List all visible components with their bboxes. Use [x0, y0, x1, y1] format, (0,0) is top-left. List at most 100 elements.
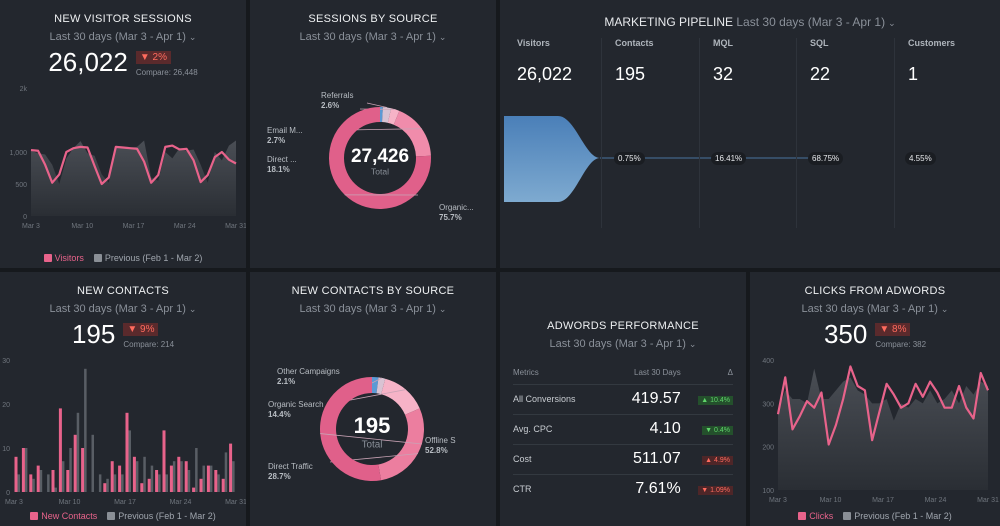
checkbox-icon: [30, 512, 39, 520]
delta-badge: ▼ 9%: [123, 323, 159, 336]
slice-percent: 52.8%: [425, 446, 448, 455]
y-tick-label: 10: [2, 446, 10, 453]
date-range-dropdown[interactable]: Last 30 days (Mar 3 - Apr 1) ⌄: [500, 338, 746, 350]
previous-bar: [224, 452, 228, 492]
x-tick-label: Mar 31: [225, 499, 246, 506]
x-tick-label: Mar 10: [59, 499, 81, 506]
chevron-down-icon: ⌄: [438, 32, 447, 42]
slice-label: Direct ...: [267, 155, 297, 164]
date-range-dropdown[interactable]: Last 30 days (Mar 3 - Apr 1) ⌄: [750, 303, 1000, 315]
metrics-table: Metrics Last 30 Days Δ All Conversions 419.…: [513, 362, 733, 504]
current-bar: [81, 448, 85, 492]
donut-slice: [382, 107, 392, 123]
previous-bar: [69, 448, 72, 492]
previous-bar: [61, 461, 65, 492]
widget-title: ADWORDS PERFORMANCE: [547, 320, 699, 332]
donut-total-label: Total: [362, 439, 383, 450]
new-visitor-sessions-widget: NEW VISITOR SESSIONS Last 30 days (Mar 3…: [0, 0, 246, 268]
x-tick-label: Mar 31: [225, 223, 246, 230]
x-tick-label: Mar 10: [820, 497, 842, 504]
current-bar: [155, 470, 159, 492]
delta-badge: ▲ 4.9%: [702, 455, 733, 465]
current-bar: [51, 470, 55, 492]
legend-visitors[interactable]: Visitors: [43, 253, 84, 263]
stage-value: 195: [615, 64, 646, 84]
adwords-performance-widget: ADWORDS PERFORMANCE Last 30 days (Mar 3 …: [500, 272, 746, 526]
previous-series-area: [31, 140, 236, 216]
y-tick-label: 300: [762, 401, 774, 408]
legend-new-contacts[interactable]: New Contacts: [30, 511, 97, 521]
date-range-label: Last 30 days (Mar 3 - Apr 1): [549, 338, 686, 350]
current-series-line: [30, 144, 237, 186]
visitor-sessions-chart: 0 500 1,000 2k Mar 3 Mar 10 Mar 17 Mar 24 Mar 31: [9, 86, 246, 230]
y-tick-label: 2k: [20, 86, 28, 93]
previous-bar: [158, 474, 161, 492]
previous-bar: [128, 430, 131, 492]
delta-badge: ▼ 1.09%: [698, 485, 733, 495]
current-bar: [147, 478, 151, 492]
legend-previous[interactable]: Previous (Feb 1 - Mar 2): [93, 253, 203, 263]
date-range-dropdown[interactable]: Last 30 days (Mar 3 - Apr 1) ⌄: [736, 15, 895, 29]
current-bar: [14, 456, 18, 492]
donut-slice: [381, 378, 420, 415]
y-tick-label: 0: [6, 490, 10, 497]
legend-previous[interactable]: Previous (Feb 1 - Mar 2): [107, 511, 216, 521]
x-tick-label: Mar 3: [22, 223, 40, 230]
metric-value: 419.57: [607, 384, 681, 415]
y-tick-label: 0: [23, 214, 27, 221]
current-bar: [192, 487, 196, 492]
compare-value: Compare: 382: [875, 340, 927, 349]
label-leader-line: [339, 389, 406, 403]
date-range-dropdown[interactable]: Last 30 days (Mar 3 - Apr 1) ⌄: [250, 31, 496, 43]
previous-series-area: [778, 368, 988, 490]
date-range-label: Last 30 days (Mar 3 - Apr 1): [801, 303, 938, 315]
widget-title: MARKETING PIPELINE: [604, 15, 734, 29]
current-bar: [229, 443, 233, 492]
stage-label: SQL: [810, 38, 829, 48]
legend-clicks[interactable]: Clicks: [798, 511, 833, 521]
current-bar: [29, 474, 33, 492]
checkbox-icon: [93, 254, 102, 262]
legend-label: Previous (Feb 1 - Mar 2): [104, 253, 203, 263]
donut-slice: [376, 377, 386, 395]
conversion-rate: 16.41%: [711, 152, 747, 165]
delta-badge: ▼ 0.4%: [702, 425, 733, 435]
date-range-dropdown[interactable]: Last 30 days (Mar 3 - Apr 1) ⌄: [0, 31, 246, 43]
chevron-down-icon: ⌄: [438, 304, 447, 314]
marketing-pipeline-widget: MARKETING PIPELINE Last 30 days (Mar 3 -…: [500, 0, 1000, 268]
column-header: Last 30 Days: [607, 362, 681, 385]
date-range-label: Last 30 days (Mar 3 - Apr 1): [299, 31, 436, 43]
current-bar: [21, 448, 25, 492]
y-tick-label: 30: [2, 358, 10, 365]
previous-bar: [84, 368, 87, 492]
date-range-dropdown[interactable]: Last 30 days (Mar 3 - Apr 1) ⌄: [0, 303, 246, 315]
checkbox-icon: [798, 512, 807, 520]
previous-bar: [47, 474, 50, 492]
conversion-rate: 0.75%: [614, 152, 645, 165]
date-range-label: Last 30 days (Mar 3 - Apr 1): [736, 15, 886, 29]
stage-label: Visitors: [517, 38, 550, 48]
stage-value: 1: [908, 64, 919, 84]
slice-label: Organic Search: [268, 400, 324, 409]
legend-label: Previous (Feb 1 - Mar 2): [854, 511, 952, 521]
x-tick-label: Mar 17: [872, 497, 894, 504]
current-bar: [169, 465, 173, 492]
delta-badge: ▼ 2%: [135, 51, 171, 64]
y-tick-label: 20: [2, 402, 10, 409]
metric-name: Avg. CPC: [513, 414, 608, 445]
x-tick-label: Mar 24: [925, 497, 947, 504]
sessions-by-source-widget: SESSIONS BY SOURCE Last 30 days (Mar 3 -…: [250, 0, 496, 268]
date-range-dropdown[interactable]: Last 30 days (Mar 3 - Apr 1) ⌄: [250, 303, 496, 315]
x-tick-label: Mar 17: [123, 223, 145, 230]
previous-bar: [180, 461, 183, 492]
x-tick-label: Mar 17: [114, 499, 136, 506]
legend-previous[interactable]: Previous (Feb 1 - Mar 2): [843, 511, 952, 521]
previous-bar: [202, 465, 205, 492]
label-leader-line: [347, 128, 422, 131]
chevron-down-icon: ⌄: [940, 304, 949, 314]
donut-slice: [329, 107, 431, 209]
current-bar: [162, 430, 166, 492]
stage-label: MQL: [713, 38, 733, 48]
x-tick-label: Mar 3: [5, 499, 23, 506]
